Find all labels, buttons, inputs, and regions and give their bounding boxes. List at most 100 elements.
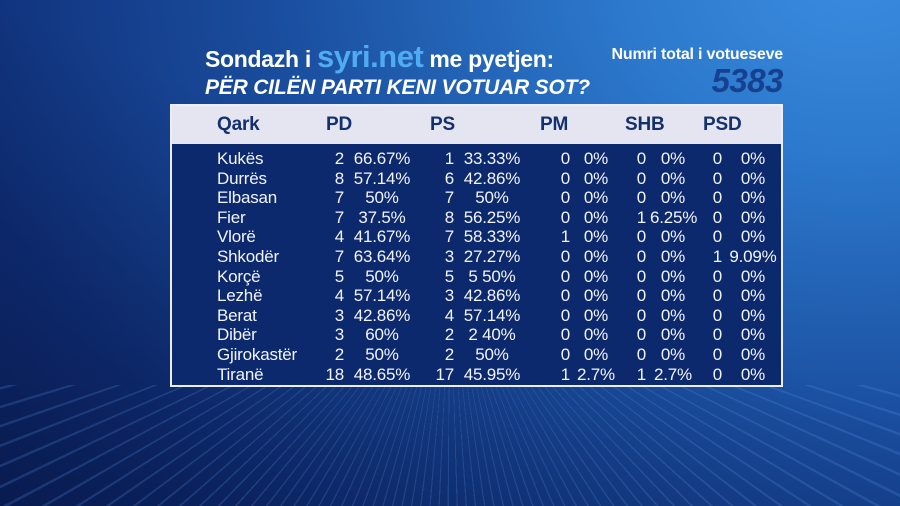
vote-count: 1 xyxy=(712,246,722,266)
syri-net-brand: syri.net xyxy=(317,39,424,74)
vote-count: 0 xyxy=(712,266,722,286)
vote-percent: 57.14% xyxy=(353,286,411,306)
vote-count: 0 xyxy=(560,188,570,208)
vote-count: 0 xyxy=(560,286,570,306)
vote-percent: 41.67% xyxy=(353,227,411,247)
vote-percent: 2 40% xyxy=(468,325,516,345)
vote-count: 0 xyxy=(560,149,570,168)
qark-name: Korçë xyxy=(217,266,261,286)
vote-count: 3 xyxy=(444,286,454,306)
vote-percent: 0% xyxy=(583,325,609,345)
vote-percent: 0% xyxy=(583,188,609,208)
vote-percent: 57.14% xyxy=(463,305,521,325)
vote-percent: 0% xyxy=(660,325,686,345)
results-table: Qark PD PS PM SHB PSD Kukës 2 66.67% 1 33.33… xyxy=(170,104,783,387)
table-row: Tiranë 18 48.65% 17 45.95% 1 2.7% 1 2.7% 0 0% xyxy=(172,365,781,385)
vote-percent: 37.5% xyxy=(358,207,406,227)
vote-count: 0 xyxy=(636,188,646,208)
vote-percent: 0% xyxy=(660,246,686,266)
vote-percent: 0% xyxy=(740,364,766,384)
vote-count: 1 xyxy=(560,227,570,247)
vote-count: 4 xyxy=(334,286,344,306)
qark-name: Shkodër xyxy=(217,246,279,266)
background-rays xyxy=(0,385,900,506)
vote-count: 0 xyxy=(712,305,722,325)
qark-name: Fier xyxy=(217,207,246,227)
vote-percent: 0% xyxy=(660,344,686,364)
vote-percent: 0% xyxy=(660,305,686,325)
table-row: Kukës 2 66.67% 1 33.33% 0 0% 0 0% 0 0% xyxy=(172,149,781,169)
vote-percent: 42.86% xyxy=(463,286,521,306)
poll-title: Sondazh i syri.net me pyetjen: xyxy=(205,39,590,74)
qark-name: Vlorë xyxy=(217,227,256,247)
column-header-psd: PSD xyxy=(703,114,742,135)
qark-name: Elbasan xyxy=(217,188,278,208)
vote-count: 1 xyxy=(560,364,570,384)
poll-question: PËR CILËN PARTI KENI VOTUAR SOT? xyxy=(205,76,590,99)
vote-percent: 2.7% xyxy=(654,364,692,384)
qark-name: Berat xyxy=(217,305,257,325)
qark-name: Tiranë xyxy=(217,364,264,384)
vote-count: 0 xyxy=(560,325,570,345)
vote-count: 3 xyxy=(334,325,344,345)
vote-percent: 0% xyxy=(660,168,686,188)
vote-percent: 57.14% xyxy=(353,168,411,188)
vote-count: 0 xyxy=(560,168,570,188)
title-suffix: me pyetjen: xyxy=(423,46,554,72)
vote-percent: 0% xyxy=(660,286,686,306)
vote-count: 4 xyxy=(444,305,454,325)
vote-count: 0 xyxy=(560,266,570,286)
vote-count: 0 xyxy=(712,168,722,188)
vote-count: 0 xyxy=(712,325,722,345)
vote-count: 0 xyxy=(560,207,570,227)
vote-count: 3 xyxy=(334,305,344,325)
vote-percent: 0% xyxy=(583,286,609,306)
vote-count: 1 xyxy=(444,149,454,168)
vote-count: 0 xyxy=(560,305,570,325)
vote-count: 0 xyxy=(636,325,646,345)
title-prefix: Sondazh i xyxy=(205,46,318,72)
vote-percent: 0% xyxy=(740,344,766,364)
vote-count: 0 xyxy=(712,207,722,227)
vote-count: 0 xyxy=(636,168,646,188)
table-row: Korçë 5 50% 5 5 50% 0 0% 0 0% 0 0% xyxy=(172,267,781,287)
vote-percent: 0% xyxy=(583,344,609,364)
vote-count: 18 xyxy=(325,364,344,384)
qark-name: Durrës xyxy=(217,168,267,188)
vote-percent: 50% xyxy=(475,188,509,208)
vote-count: 0 xyxy=(712,149,722,168)
vote-percent: 33.33% xyxy=(463,149,521,168)
vote-percent: 42.86% xyxy=(353,305,411,325)
vote-percent: 0% xyxy=(660,266,686,286)
total-voters-label: Numri total i votueseve xyxy=(611,46,784,63)
vote-count: 0 xyxy=(712,188,722,208)
vote-percent: 0% xyxy=(660,149,686,168)
qark-name: Lezhë xyxy=(217,286,263,306)
vote-count: 8 xyxy=(444,207,454,227)
vote-percent: 56.25% xyxy=(463,207,521,227)
table-row: Durrës 8 57.14% 6 42.86% 0 0% 0 0% 0 0% xyxy=(172,169,781,189)
vote-count: 0 xyxy=(712,364,722,384)
vote-count: 1 xyxy=(636,207,646,227)
vote-percent: 50% xyxy=(365,344,399,364)
table-row: Elbasan 7 50% 7 50% 0 0% 0 0% 0 0% xyxy=(172,188,781,208)
vote-percent: 5 50% xyxy=(468,266,516,286)
vote-count: 8 xyxy=(334,168,344,188)
vote-count: 2 xyxy=(444,325,454,345)
vote-count: 0 xyxy=(712,286,722,306)
vote-percent: 0% xyxy=(583,266,609,286)
vote-percent: 45.95% xyxy=(463,364,521,384)
vote-count: 0 xyxy=(636,344,646,364)
table-row: Fier 7 37.5% 8 56.25% 0 0% 1 6.25% 0 0% xyxy=(172,208,781,228)
qark-name: Dibër xyxy=(217,325,257,345)
vote-percent: 66.67% xyxy=(353,149,411,168)
vote-percent: 0% xyxy=(583,149,609,168)
vote-percent: 0% xyxy=(583,246,609,266)
title-block: Sondazh i syri.net me pyetjen: PËR CILËN… xyxy=(205,39,590,100)
vote-count: 1 xyxy=(636,364,646,384)
vote-percent: 0% xyxy=(740,207,766,227)
vote-percent: 0% xyxy=(740,325,766,345)
vote-count: 2 xyxy=(334,344,344,364)
table-row: Shkodër 7 63.64% 3 27.27% 0 0% 0 0% 1 9.09% xyxy=(172,247,781,267)
